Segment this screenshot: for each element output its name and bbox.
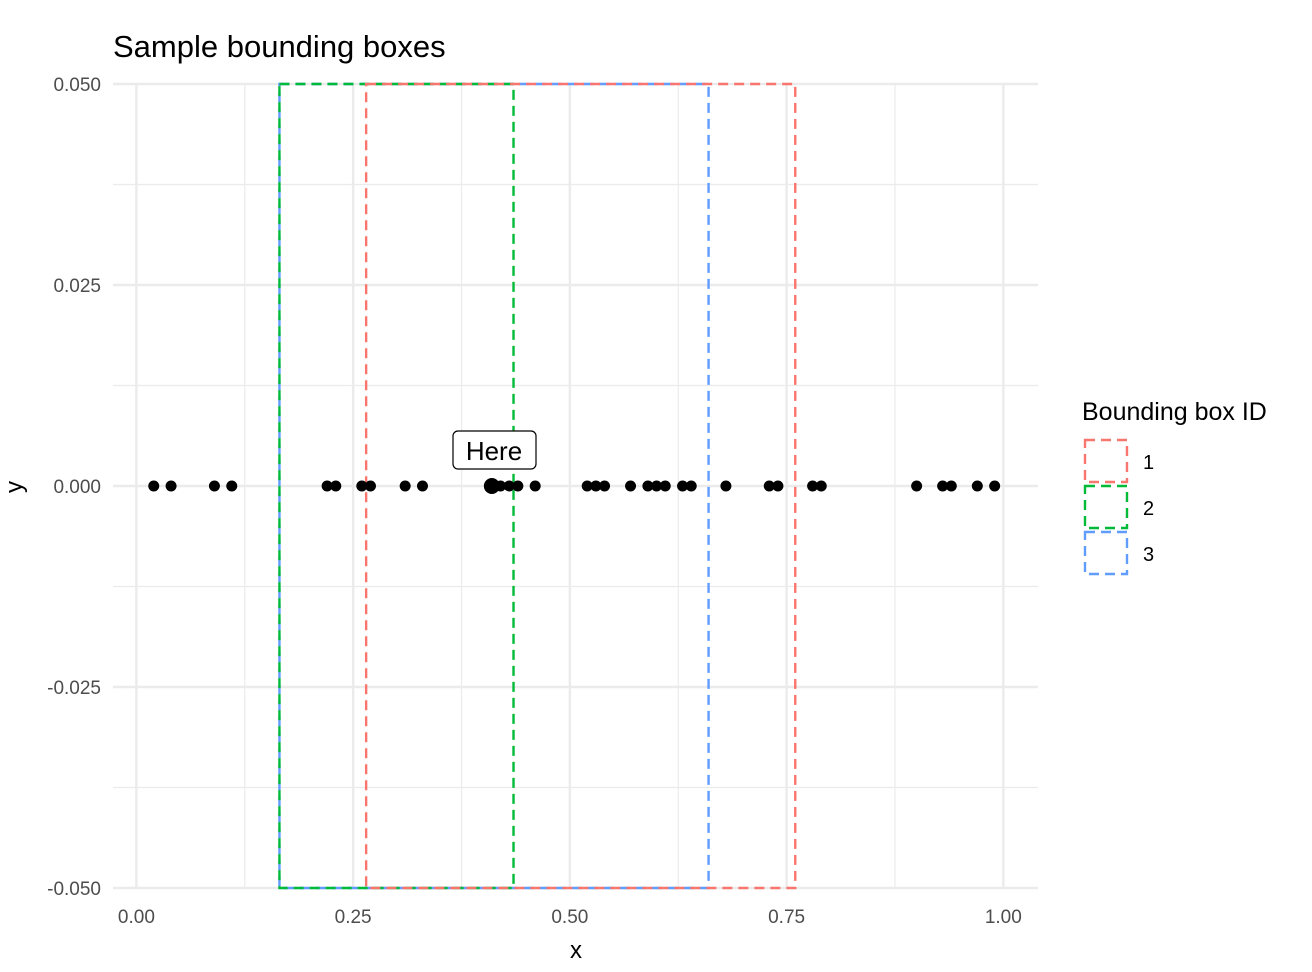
data-point: [590, 480, 602, 492]
data-point: [625, 480, 637, 492]
y-axis-ticks: -0.050 -0.025 0.000 0.025 0.050: [47, 75, 101, 900]
y-tick-label: -0.025: [47, 678, 101, 699]
data-point: [807, 480, 819, 492]
y-axis-title: y: [1, 481, 28, 493]
y-tick-label: -0.050: [47, 879, 101, 900]
data-point: [165, 480, 177, 492]
bounding-box-2: [278, 82, 515, 890]
legend-key-1: [1083, 438, 1129, 484]
legend-label-3: 3: [1143, 544, 1154, 566]
legend: Bounding box ID 1 2 3: [1082, 398, 1267, 576]
grid-major: [113, 82, 1038, 890]
legend-label-2: 2: [1143, 498, 1154, 520]
legend-title: Bounding box ID: [1082, 398, 1267, 426]
data-point: [945, 480, 957, 492]
data-point: [971, 480, 983, 492]
data-point: [416, 480, 428, 492]
data-point: [321, 480, 333, 492]
data-point: [772, 480, 784, 492]
data-point: [642, 480, 654, 492]
data-point: [503, 480, 515, 492]
data-point: [937, 480, 949, 492]
data-point: [815, 480, 827, 492]
y-tick-label: 0.050: [53, 75, 101, 96]
data-point: [651, 480, 663, 492]
data-point: [512, 480, 524, 492]
y-tick-label: 0.000: [53, 477, 101, 498]
data-point: [911, 480, 923, 492]
data-point: [720, 480, 732, 492]
grid-minor: [113, 84, 1038, 888]
x-tick-label: 1.00: [985, 907, 1022, 928]
data-point: [330, 480, 342, 492]
plot-panel: Here: [113, 82, 1038, 890]
x-tick-label: 0.00: [118, 907, 155, 928]
x-tick-label: 0.25: [335, 907, 372, 928]
x-tick-label: 0.50: [551, 907, 588, 928]
data-point: [685, 480, 697, 492]
x-tick-label: 0.75: [768, 907, 805, 928]
x-axis-ticks: 0.00 0.25 0.50 0.75 1.00: [118, 907, 1022, 928]
data-point: [529, 480, 541, 492]
data-point: [599, 480, 611, 492]
data-point: [226, 480, 238, 492]
data-point: [659, 480, 671, 492]
data-point: [677, 480, 689, 492]
data-point: [989, 480, 1001, 492]
legend-key-3: [1083, 530, 1129, 576]
chart-title: Sample bounding boxes: [113, 29, 446, 64]
legend-label-1: 1: [1143, 452, 1154, 474]
data-point: [148, 480, 160, 492]
data-point: [356, 480, 368, 492]
data-point: [763, 480, 775, 492]
data-point: [399, 480, 411, 492]
data-point: [581, 480, 593, 492]
annotation-label-box: [452, 430, 537, 470]
annotation: Here: [452, 430, 537, 470]
data-points: [148, 478, 1001, 494]
legend-key-2: [1083, 484, 1129, 530]
y-tick-label: 0.025: [53, 276, 101, 297]
annotation-label: Here: [466, 436, 522, 466]
data-point: [208, 480, 220, 492]
x-axis-title: x: [570, 937, 582, 964]
highlight-point: [483, 478, 500, 494]
data-point: [364, 480, 376, 492]
